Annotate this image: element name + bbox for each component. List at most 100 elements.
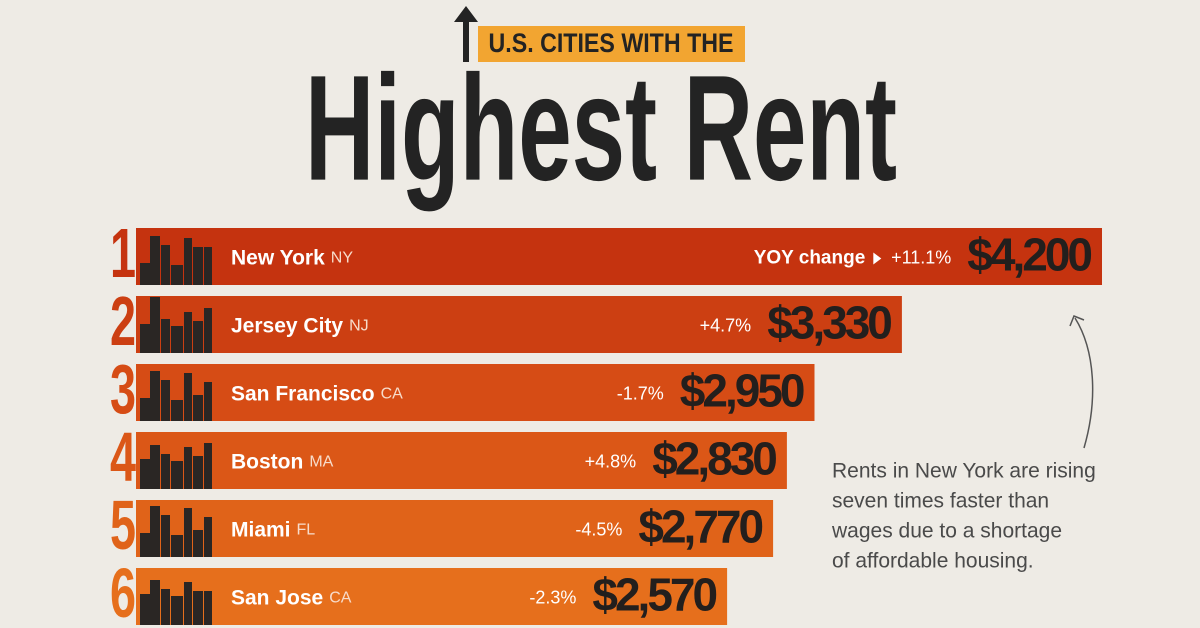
building: [204, 308, 212, 353]
value-label: $2,770: [638, 501, 762, 553]
building: [184, 312, 192, 353]
bar: [136, 296, 902, 353]
building: [150, 506, 160, 557]
state: FL: [297, 522, 316, 539]
building: [171, 535, 183, 557]
bar: [136, 568, 728, 625]
building: [171, 461, 183, 489]
value-label: $4,200: [967, 229, 1091, 281]
building: [171, 400, 183, 421]
skyline: [140, 236, 212, 285]
building: [204, 247, 212, 285]
state: CA: [329, 590, 352, 607]
yoy-change: +11.1%: [891, 247, 951, 267]
title-arrow: [454, 6, 478, 62]
building: [193, 247, 203, 285]
kicker: U.S. CITIES WITH THE: [489, 28, 734, 58]
city-name: Jersey City: [231, 314, 343, 337]
bar: [136, 432, 787, 489]
building: [161, 245, 170, 285]
city-label: Boston MA: [231, 450, 334, 473]
building: [140, 263, 152, 285]
city-label: New York NY: [231, 246, 353, 269]
state: NY: [331, 250, 354, 267]
rank: 4: [110, 418, 136, 496]
chart-title: Highest Rent: [305, 44, 897, 212]
city-name: San Jose: [231, 586, 323, 609]
annotation-arrowhead: [1069, 315, 1085, 327]
building: [140, 594, 152, 625]
yoy-triangle: [873, 252, 882, 265]
value-label: $2,950: [680, 365, 804, 417]
rank: 5: [110, 486, 136, 564]
city-label: Jersey City NJ: [231, 314, 369, 337]
building: [150, 297, 160, 353]
building: [193, 591, 203, 625]
building: [171, 596, 183, 625]
building: [161, 380, 170, 421]
building: [161, 319, 170, 353]
value-label: $3,330: [767, 297, 891, 349]
skyline: [140, 371, 212, 421]
state: NJ: [349, 318, 369, 335]
bar: [136, 228, 1102, 285]
skyline: [140, 506, 212, 557]
yoy-heading: YOY change: [754, 248, 866, 269]
annotation-line: seven times faster than: [832, 490, 1049, 513]
city-name: New York: [231, 246, 325, 269]
state: MA: [309, 454, 333, 471]
skyline: [140, 297, 212, 353]
annotation-line: of affordable housing.: [832, 550, 1034, 573]
building: [184, 447, 192, 489]
yoy-change: -4.5%: [575, 519, 622, 539]
yoy-change: -2.3%: [529, 587, 576, 607]
building: [150, 580, 160, 625]
city-name: San Francisco: [231, 382, 375, 405]
rank: 3: [110, 350, 136, 428]
building: [150, 236, 160, 285]
yoy-change: +4.7%: [700, 315, 752, 335]
building: [161, 515, 170, 557]
city-name: Boston: [231, 450, 303, 473]
building: [193, 321, 203, 353]
building: [184, 238, 192, 285]
yoy-change: -1.7%: [617, 383, 664, 403]
building: [204, 517, 212, 557]
building: [184, 373, 192, 421]
state: CA: [381, 386, 404, 403]
building: [140, 459, 152, 489]
building: [193, 395, 203, 421]
city-label: San Francisco CA: [231, 382, 403, 405]
value-label: $2,570: [592, 569, 716, 621]
rank: 1: [110, 214, 136, 292]
building: [184, 582, 192, 625]
building: [140, 533, 152, 557]
skyline: [140, 443, 212, 489]
building: [193, 530, 203, 557]
skyline: [140, 580, 212, 625]
bar: [136, 500, 774, 557]
kicker-box: [478, 26, 745, 62]
annotation-line: wages due to a shortage: [831, 520, 1062, 543]
annotation-arrow: [1074, 317, 1094, 449]
building: [140, 398, 152, 421]
rank: 6: [110, 554, 136, 628]
building: [150, 445, 160, 489]
building: [193, 456, 203, 489]
value-label: $2,830: [652, 433, 776, 485]
building: [161, 589, 170, 625]
building: [204, 382, 212, 421]
yoy-change: +4.8%: [585, 451, 637, 471]
city-name: Miami: [231, 518, 291, 541]
city-label: San Jose CA: [231, 586, 352, 609]
bar: [136, 364, 815, 421]
building: [204, 591, 212, 625]
rank: 2: [110, 282, 136, 360]
building: [184, 508, 192, 557]
building: [171, 326, 183, 353]
annotation-line: Rents in New York are rising: [832, 460, 1096, 483]
building: [204, 443, 212, 489]
building: [161, 454, 170, 489]
city-label: Miami FL: [231, 518, 315, 541]
